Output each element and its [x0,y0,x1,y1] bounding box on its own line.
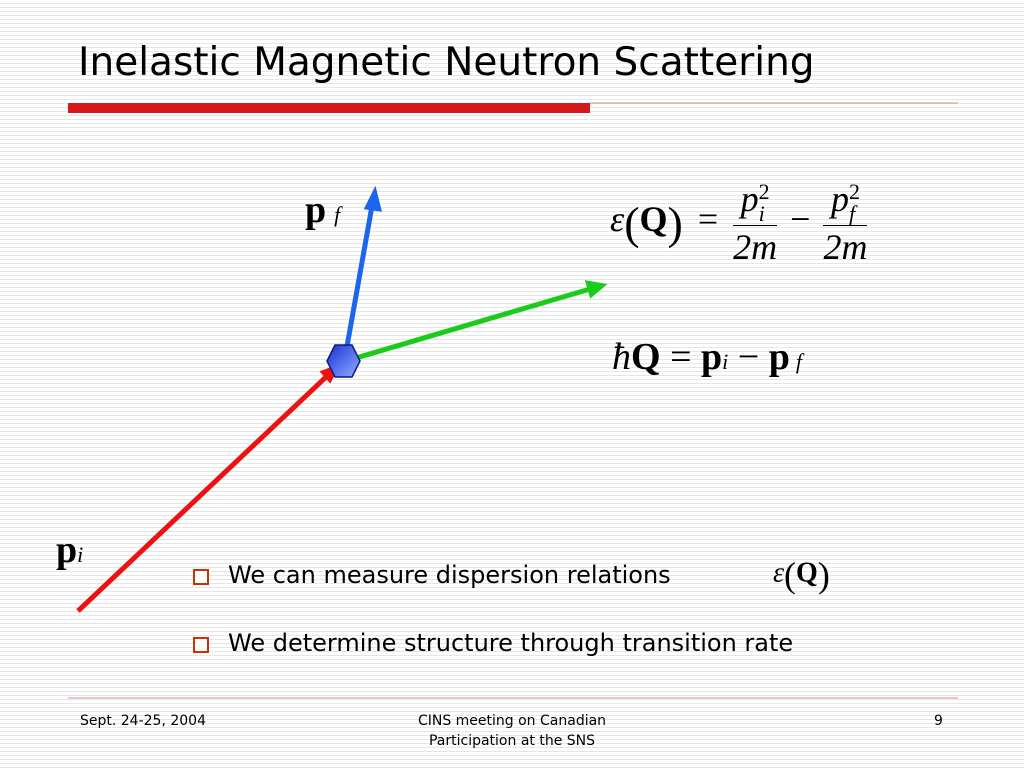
footer-event: CINS meeting on Canadian Participation a… [417,713,607,749]
equals: = [670,336,692,378]
subscript: f [334,202,341,227]
subscript: i [722,349,729,374]
bullet-marker [193,637,209,653]
scattering-site [326,344,361,378]
title-bar [68,103,590,113]
slide-title: Inelastic Magnetic Neutron Scattering [78,40,815,85]
fraction: p 2 i 2m [733,178,778,268]
bullet-text: We determine structure through transitio… [228,629,794,657]
base: p [830,179,849,219]
hbar: ħ [612,336,631,378]
bullet-marker [193,569,209,585]
vector: p [56,529,78,571]
symbol: ε [773,557,785,589]
vector: p [768,336,790,378]
bullet-text: We can measure dispersion relations [228,561,671,589]
superscript: 2 [758,178,770,204]
subscript: i [77,542,84,567]
transfer-arrow [355,286,591,361]
paren: ( [784,555,797,595]
subscript: f [795,349,802,374]
footer-date: Sept. 24-25, 2004 [80,713,206,729]
outgoing-arrowhead [363,185,382,212]
argument: Q [639,199,668,240]
vector: p [701,336,723,378]
minus: − [737,336,760,378]
incoming-arrow [76,375,328,613]
argument: Q [796,557,818,589]
paren: ) [667,197,683,249]
transfer: Q [631,336,661,378]
vector: p [305,189,327,231]
paren: ) [817,555,830,595]
transfer-arrowhead [584,280,608,299]
base: p [740,179,759,219]
paren: ( [624,197,640,249]
outgoing-arrow [343,205,375,353]
superscript: 2 [848,178,860,204]
energy-equation: ε(Q) = p 2 i 2m − p 2 f 2m [610,178,868,268]
equals: = [697,199,719,240]
subscript: i [758,200,765,226]
minus: − [790,199,811,240]
bullet-formula: ε(Q) [773,554,830,596]
initial-momentum-label: pi [56,528,83,572]
fraction: p 2 f 2m [823,178,868,268]
denominator: 2m [823,226,868,267]
symbol: ε [610,199,625,240]
footer-page: 9 [934,713,943,729]
subscript: f [848,200,856,226]
denominator: 2m [733,226,778,267]
